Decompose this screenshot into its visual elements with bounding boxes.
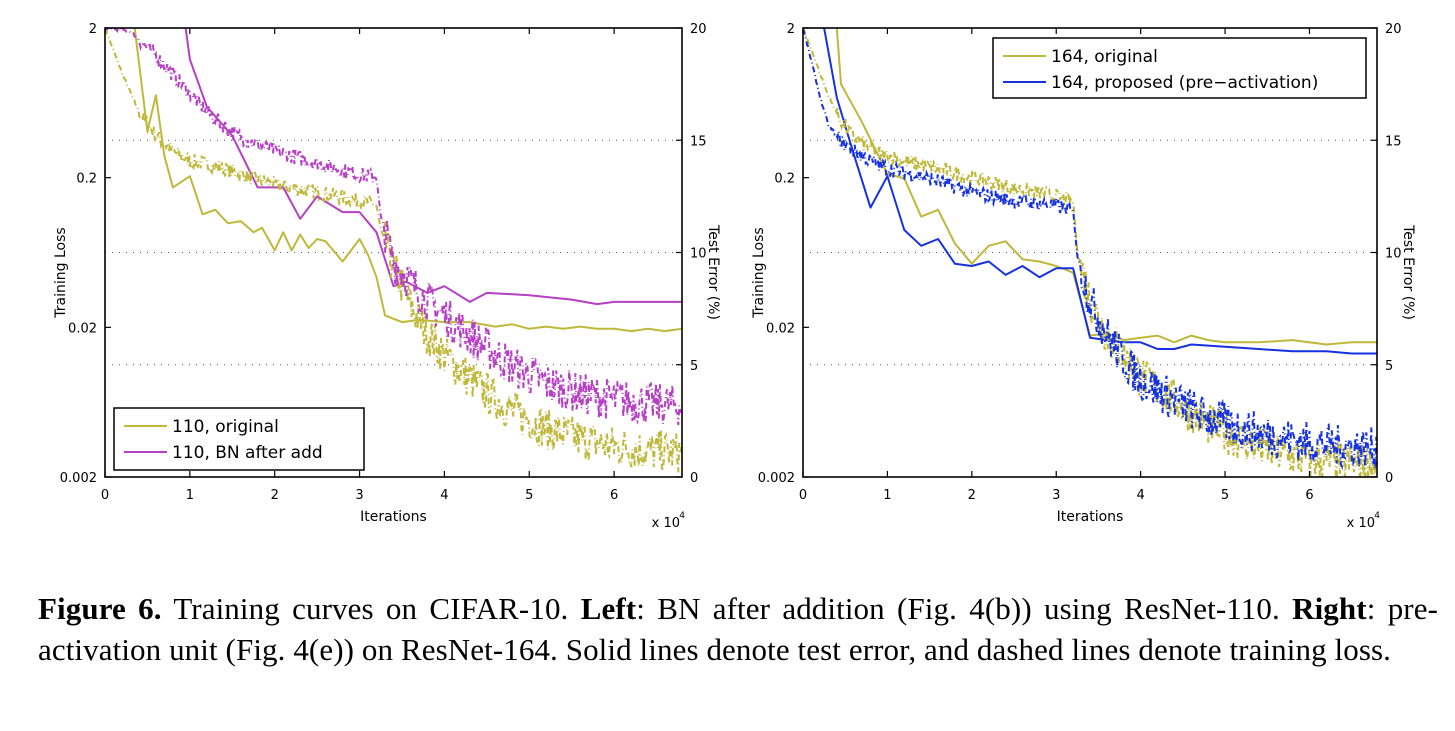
x-tick-label: 1: [883, 488, 891, 503]
x-tick-label: 0: [101, 488, 109, 503]
y-right-tick-label: 0: [1385, 471, 1393, 486]
x-axis-title: Iterations: [1057, 509, 1124, 525]
x-tick-label: 4: [440, 488, 448, 503]
y-left-tick-label: 0.002: [60, 471, 97, 486]
y-left-tick-label: 0.2: [76, 172, 97, 187]
x-tick-label: 4: [1137, 488, 1145, 503]
series-line-164-proposed-pre-activation--training-loss: [803, 28, 1377, 470]
caption-text-2: : BN after addition (Fig. 4(b)) using Re…: [636, 591, 1293, 626]
series-line-110-bn-after-add-test-error: [184, 28, 682, 306]
x-tick-label: 0: [799, 488, 807, 503]
series-line-164-original-training-loss: [803, 28, 1377, 477]
legend: 110, original 110, BN after add: [113, 407, 365, 471]
x-tick-label: 5: [1221, 488, 1229, 503]
y-right-tick-label: 10: [1385, 247, 1402, 262]
legend-box: [992, 37, 1367, 99]
figure-caption: Figure 6. Training curves on CIFAR-10. L…: [38, 588, 1438, 670]
x-multiplier-label: x 10: [1347, 516, 1375, 531]
x-multiplier-exponent: 4: [679, 511, 685, 521]
x-tick-label: 2: [968, 488, 976, 503]
y-right-tick-label: 15: [690, 134, 707, 149]
x-tick-label: 6: [610, 488, 618, 503]
x-multiplier-label: x 10: [652, 516, 680, 531]
caption-left-label: Left: [580, 591, 637, 626]
series-line-110-original-test-error: [133, 28, 682, 333]
plot-area: [105, 28, 682, 473]
y-right-axis-title: Test Error (%): [705, 224, 721, 320]
y-right-axis-title: Test Error (%): [1400, 224, 1416, 320]
y-left-axis-title: Training Loss: [751, 227, 767, 318]
y-right-tick-label: 5: [690, 359, 698, 374]
y-left-tick-label: 0.2: [774, 172, 795, 187]
y-right-tick-label: 20: [1385, 22, 1402, 37]
legend-label: 110, original: [172, 417, 279, 437]
x-tick-label: 5: [525, 488, 533, 503]
y-right-tick-label: 5: [1385, 359, 1393, 374]
y-left-tick-label: 0.002: [758, 471, 795, 486]
x-tick-label: 6: [1305, 488, 1313, 503]
chart-left: 0 1 2 3 4 5 60.0020.020.2205101520IterationsTr…: [53, 22, 721, 531]
x-tick-label: 1: [186, 488, 194, 503]
legend-label: 110, BN after add: [172, 443, 323, 463]
y-left-tick-label: 2: [787, 22, 795, 37]
y-left-tick-label: 2: [89, 22, 97, 37]
y-right-tick-label: 10: [690, 247, 707, 262]
caption-text-3: : pre-activation unit (Fig. 4(e)) on Res…: [38, 591, 1439, 667]
x-tick-label: 3: [355, 488, 363, 503]
series-line-110-bn-after-add-training-loss: [105, 28, 682, 426]
series-line-110-original-training-loss: [105, 28, 682, 473]
caption-figure-label: Figure 6.: [38, 591, 162, 626]
legend: 164, original 164, proposed (pre−activati…: [992, 37, 1367, 99]
x-multiplier-exponent: 4: [1374, 511, 1380, 521]
x-tick-label: 2: [271, 488, 279, 503]
y-left-tick-label: 0.02: [766, 321, 795, 336]
legend-label: 164, original: [1051, 47, 1158, 67]
legend-box: [113, 407, 365, 471]
y-left-axis-title: Training Loss: [53, 227, 69, 318]
series-line-164-original-test-error: [835, 28, 1377, 346]
y-right-tick-label: 0: [690, 471, 698, 486]
figure-canvas: 0 1 2 3 4 5 60.0020.020.2205101520IterationsTr…: [53, 22, 1416, 531]
caption-right-label: Right: [1292, 591, 1367, 626]
x-tick-label: 3: [1052, 488, 1060, 503]
series-line-164-proposed-pre-activation--test-error: [823, 28, 1377, 355]
legend-label: 164, proposed (pre−activation): [1051, 73, 1318, 93]
caption-text-1: Training curves on CIFAR-10.: [161, 591, 581, 626]
chart-right: 0 1 2 3 4 5 60.0020.020.2205101520IterationsTr…: [751, 22, 1416, 531]
y-right-tick-label: 15: [1385, 134, 1402, 149]
x-axis-title: Iterations: [360, 509, 427, 525]
y-left-tick-label: 0.02: [68, 321, 97, 336]
plot-area: [803, 28, 1377, 477]
y-right-tick-label: 20: [690, 22, 707, 37]
